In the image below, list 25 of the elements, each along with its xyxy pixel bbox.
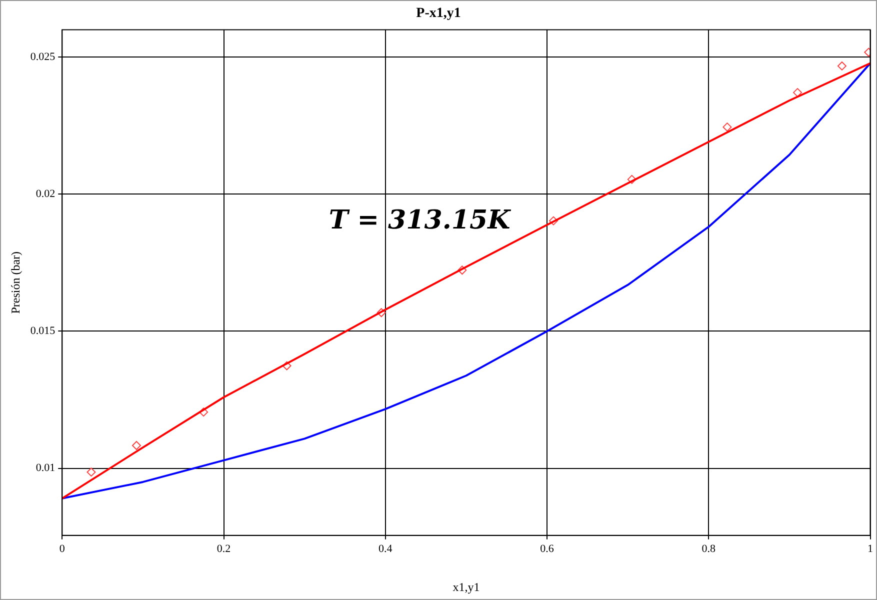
y-axis-title: Presión (bar) [8, 251, 22, 314]
point [282, 361, 292, 370]
point [199, 408, 208, 417]
x-axis-title: x1,y1 [452, 580, 480, 594]
y-tick-label: 0.01 [36, 462, 56, 474]
y-tick-label: 0.02 [36, 188, 56, 200]
point [793, 88, 802, 98]
x-tick-label: 0.4 [378, 542, 393, 555]
point [627, 174, 636, 184]
point [722, 122, 732, 132]
annotation: T = 313.15K [328, 206, 512, 236]
y-tick-label: 0.025 [30, 51, 56, 64]
x-tick-label: 0.2 [216, 542, 231, 555]
y-tick-label: 0.015 [30, 325, 56, 338]
x-tick-label: 1 [868, 542, 873, 555]
chart-title: P-x1,y1 [416, 6, 461, 22]
x-tick-label: 0.8 [702, 542, 716, 555]
point [548, 216, 558, 226]
point [837, 61, 846, 70]
point [376, 308, 386, 318]
point [86, 468, 96, 477]
point [132, 441, 141, 450]
x-tick-label: 0 [59, 542, 66, 555]
point [458, 266, 467, 275]
x-tick-label: 0.6 [540, 542, 554, 555]
